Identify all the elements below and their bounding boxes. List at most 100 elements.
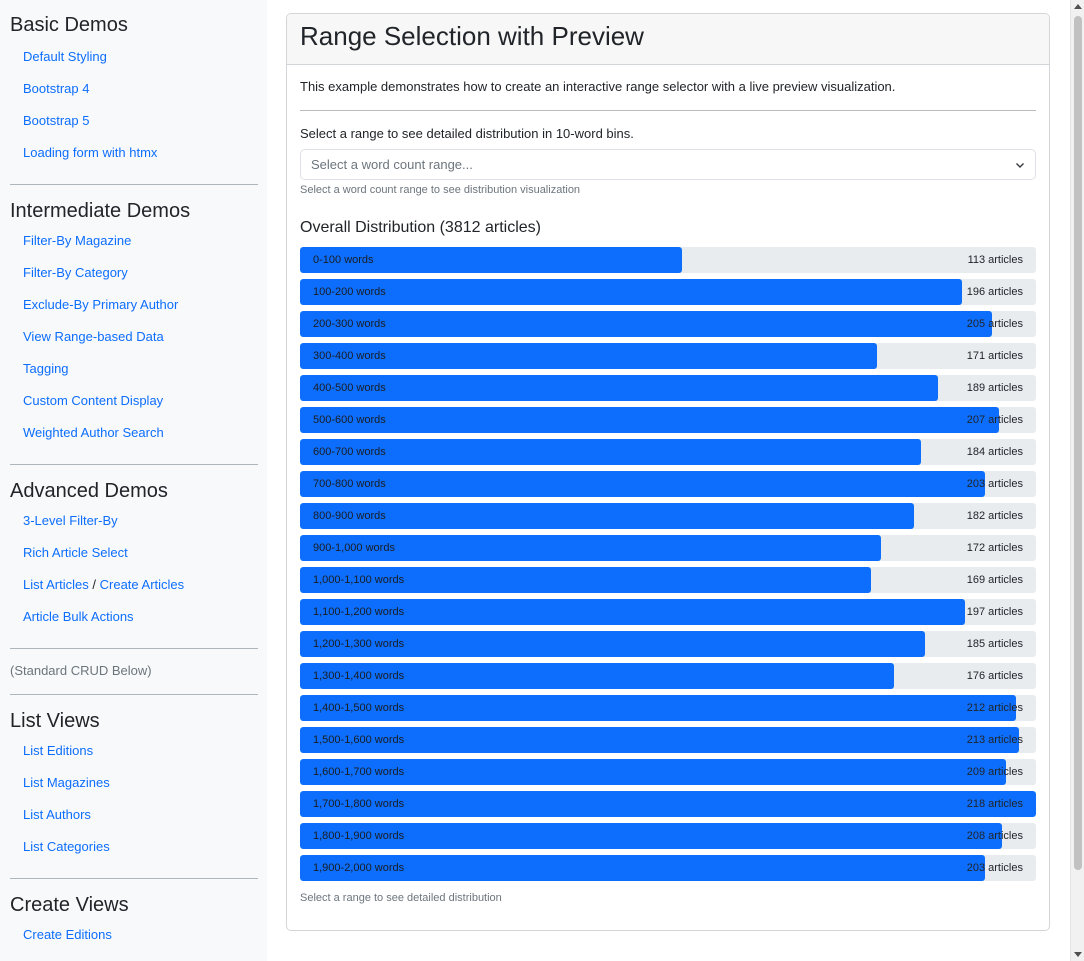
sidebar-link-list-editions[interactable]: List Editions xyxy=(23,743,94,758)
sidebar-link-create-editions[interactable]: Create Editions xyxy=(23,927,112,942)
sidebar-link-bootstrap-5[interactable]: Bootstrap 5 xyxy=(23,113,90,128)
distribution-bar-label: 1,000-1,100 words xyxy=(313,574,405,586)
distribution-bar-count: 189 articles xyxy=(966,382,1023,394)
distribution-bar-label: 500-600 words xyxy=(313,414,386,426)
sidebar-link-filter-magazine[interactable]: Filter-By Magazine xyxy=(23,233,132,248)
card-header: Range Selection with Preview xyxy=(287,14,1049,65)
sidebar-link-bulk-actions[interactable]: Article Bulk Actions xyxy=(23,609,134,624)
distribution-bar-row: 0-100 words 113 articles xyxy=(300,247,1036,273)
sidebar-list-intermediate: Filter-By Magazine Filter-By Category Ex… xyxy=(10,225,258,449)
sidebar-link-rich-article-select[interactable]: Rich Article Select xyxy=(23,545,128,560)
distribution-bar-count: 176 articles xyxy=(966,670,1023,682)
distribution-bar-row: 1,300-1,400 words 176 articles xyxy=(300,663,1036,689)
distribution-bar xyxy=(300,695,1016,721)
sidebar-link-3-level-filter[interactable]: 3-Level Filter-By xyxy=(23,513,118,528)
sidebar-link-weighted-author[interactable]: Weighted Author Search xyxy=(23,425,164,440)
sidebar-link-bootstrap-4[interactable]: Bootstrap 4 xyxy=(23,81,90,96)
distribution-bar xyxy=(300,663,895,689)
sidebar-link-range-data[interactable]: View Range-based Data xyxy=(23,329,164,344)
sidebar-link-list-magazines[interactable]: List Magazines xyxy=(23,775,110,790)
scroll-up-icon[interactable] xyxy=(1074,4,1082,9)
sidebar-link-default-styling[interactable]: Default Styling xyxy=(23,49,107,64)
sidebar-link-list-categories[interactable]: List Categories xyxy=(23,839,110,854)
sidebar-item: Bootstrap 5 xyxy=(10,105,258,137)
distribution-bar-row: 600-700 words 184 articles xyxy=(300,439,1036,465)
distribution-bar-row: 1,200-1,300 words 185 articles xyxy=(300,631,1036,657)
distribution-bar-row: 500-600 words 207 articles xyxy=(300,407,1036,433)
sidebar-list-advanced: 3-Level Filter-By Rich Article Select Li… xyxy=(10,505,258,633)
scrollbar-thumb[interactable] xyxy=(1074,16,1082,870)
sidebar-item: Weighted Author Search xyxy=(10,417,258,449)
distribution-bar xyxy=(300,759,1006,785)
distribution-bar xyxy=(300,247,682,273)
sidebar-list-list-views: List Editions List Magazines List Author… xyxy=(10,735,258,863)
sidebar-link-htmx-form[interactable]: Loading form with htmx xyxy=(23,145,158,160)
distribution-bar-label: 300-400 words xyxy=(313,350,386,362)
scroll-down-icon[interactable] xyxy=(1074,952,1082,957)
distribution-bar-row: 1,100-1,200 words 197 articles xyxy=(300,599,1036,625)
sidebar-link-create-articles[interactable]: Create Articles xyxy=(99,577,185,592)
distribution-bar-label: 800-900 words xyxy=(313,510,386,522)
distribution-bar-row: 700-800 words 203 articles xyxy=(300,471,1036,497)
distribution-bar-count: 203 articles xyxy=(966,478,1023,490)
sidebar-divider xyxy=(10,184,258,185)
range-card: Range Selection with Preview This exampl… xyxy=(286,13,1050,931)
distribution-bar xyxy=(300,791,1036,817)
distribution-bar-label: 1,700-1,800 words xyxy=(313,798,405,810)
distribution-bar-row: 1,400-1,500 words 212 articles xyxy=(300,695,1036,721)
sidebar-list-basic: Default Styling Bootstrap 4 Bootstrap 5 … xyxy=(10,41,258,169)
distribution-title: Overall Distribution (3812 articles) xyxy=(300,219,541,236)
sidebar-separator: / xyxy=(92,577,96,592)
distribution-bar-count: 203 articles xyxy=(966,862,1023,874)
sidebar-link-list-articles[interactable]: List Articles xyxy=(23,577,89,592)
distribution-bar-row: 1,800-1,900 words 208 articles xyxy=(300,823,1036,849)
sidebar-divider xyxy=(10,464,258,465)
word-count-range-select[interactable]: Select a word count range... xyxy=(300,149,1036,180)
distribution-bar-count: 184 articles xyxy=(966,446,1023,458)
distribution-bar xyxy=(300,599,966,625)
distribution-bar-label: 1,200-1,300 words xyxy=(313,638,405,650)
sidebar-item: 3-Level Filter-By xyxy=(10,505,258,537)
distribution-bar xyxy=(300,631,925,657)
sidebar-note: (Standard CRUD Below) xyxy=(10,663,152,678)
sidebar-item: Filter-By Magazine xyxy=(10,225,258,257)
distribution-bar-count: 205 articles xyxy=(966,318,1023,330)
distribution-bar-label: 1,300-1,400 words xyxy=(313,670,405,682)
distribution-bar xyxy=(300,823,1003,849)
distribution-bar-label: 1,100-1,200 words xyxy=(313,606,405,618)
distribution-bar-label: 900-1,000 words xyxy=(313,542,395,554)
sidebar-item: List Authors xyxy=(10,799,258,831)
distribution-bar-row: 1,600-1,700 words 209 articles xyxy=(300,759,1036,785)
sidebar-item: Tagging xyxy=(10,353,258,385)
sidebar-link-list-authors[interactable]: List Authors xyxy=(23,807,91,822)
distribution-bar-count: 213 articles xyxy=(966,734,1023,746)
distribution-bar xyxy=(300,343,878,369)
select-help-text: Select a word count range to see distrib… xyxy=(300,184,581,196)
distribution-bar-count: 209 articles xyxy=(966,766,1023,778)
sidebar-item: Rich Article Select xyxy=(10,537,258,569)
sidebar-item: Default Styling xyxy=(10,41,258,73)
distribution-bar-row: 1,700-1,800 words 218 articles xyxy=(300,791,1036,817)
distribution-bar xyxy=(300,503,915,529)
chevron-down-icon xyxy=(1016,162,1024,168)
sidebar-item: View Range-based Data xyxy=(10,321,258,353)
distribution-bar xyxy=(300,407,999,433)
distribution-bar-row: 400-500 words 189 articles xyxy=(300,375,1036,401)
sidebar-link-filter-category[interactable]: Filter-By Category xyxy=(23,265,128,280)
scrollbar[interactable] xyxy=(1070,0,1084,961)
sidebar-link-exclude-author[interactable]: Exclude-By Primary Author xyxy=(23,297,179,312)
sidebar-link-tagging[interactable]: Tagging xyxy=(23,361,69,376)
distribution-bar-label: 600-700 words xyxy=(313,446,386,458)
range-prompt: Select a range to see detailed distribut… xyxy=(300,126,634,141)
distribution-bar xyxy=(300,567,871,593)
sidebar-item: List Editions xyxy=(10,735,258,767)
distribution-bar-label: 1,900-2,000 words xyxy=(313,862,405,874)
distribution-bar-count: 169 articles xyxy=(966,574,1023,586)
sidebar-link-custom-content[interactable]: Custom Content Display xyxy=(23,393,164,408)
distribution-bar-row: 900-1,000 words 172 articles xyxy=(300,535,1036,561)
distribution-bar xyxy=(300,471,986,497)
select-placeholder: Select a word count range... xyxy=(311,157,473,172)
distribution-bar-label: 1,500-1,600 words xyxy=(313,734,405,746)
sidebar-item: Exclude-By Primary Author xyxy=(10,289,258,321)
distribution-bar-row: 200-300 words 205 articles xyxy=(300,311,1036,337)
